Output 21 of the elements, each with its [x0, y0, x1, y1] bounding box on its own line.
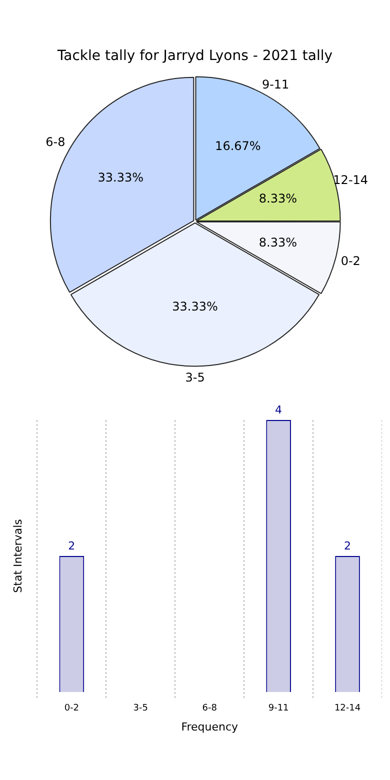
x-axis-title: Frequency — [181, 720, 238, 734]
x-tick-label: 12-14 — [334, 704, 361, 714]
data-label: 8.33% — [258, 236, 297, 250]
x-tick-label: 3-5 — [133, 704, 148, 714]
data-label: 2 — [68, 539, 76, 552]
x-tick-label: 0-2 — [64, 704, 80, 714]
data-label: 8.33% — [258, 191, 297, 206]
data-label: 4 — [275, 403, 282, 416]
slice-label: 0-2 — [340, 254, 360, 268]
data-label: 16.67% — [215, 139, 261, 154]
slice-label: 3-5 — [185, 370, 205, 385]
slice-label: 9-11 — [262, 77, 290, 92]
y-axis-title: Stat Intervals — [11, 518, 24, 593]
data-label: 33.33% — [172, 299, 218, 314]
slice-label: 6-8 — [46, 134, 66, 149]
x-tick-label: 6-8 — [202, 704, 218, 714]
slice-label: 12-14 — [333, 172, 368, 187]
x-tick-label: 9-11 — [268, 704, 289, 714]
chart-title: Tackle tally for Jarryd Lyons - 2021 tally — [56, 48, 333, 64]
data-label: 2 — [344, 539, 352, 552]
data-label: 33.33% — [98, 170, 144, 185]
